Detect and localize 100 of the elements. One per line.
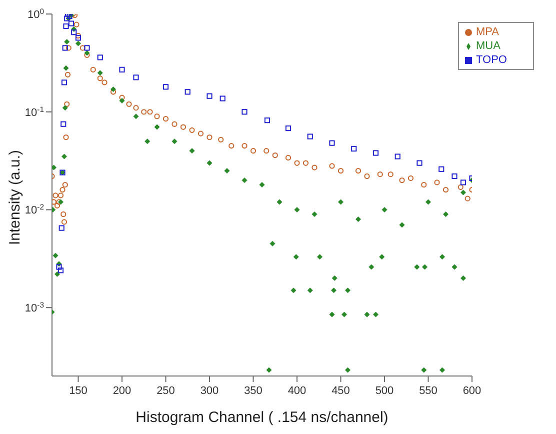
point <box>394 154 400 160</box>
point <box>220 96 226 102</box>
point <box>351 146 357 152</box>
point <box>133 105 139 111</box>
point <box>458 184 464 190</box>
point <box>294 160 300 166</box>
x-tick-label: 600 <box>462 385 482 397</box>
point <box>52 199 57 205</box>
point <box>126 101 132 107</box>
point <box>460 180 466 186</box>
point <box>90 66 96 72</box>
point <box>66 45 72 51</box>
point <box>307 134 313 140</box>
point <box>64 101 70 107</box>
point <box>372 150 379 156</box>
point <box>60 121 66 127</box>
x-tick-label: 300 <box>200 385 219 397</box>
point <box>184 89 190 95</box>
point <box>64 72 71 78</box>
point <box>75 35 82 41</box>
point <box>264 148 270 154</box>
point <box>60 211 66 218</box>
y-axis-title: Intensity (a.u.) <box>6 150 24 245</box>
point <box>97 54 103 60</box>
point <box>421 182 427 188</box>
point <box>312 164 318 170</box>
point <box>206 93 212 99</box>
point <box>264 118 270 124</box>
point <box>302 160 309 166</box>
point <box>63 23 69 30</box>
point <box>74 22 80 28</box>
point <box>61 80 68 86</box>
x-tick-label: 350 <box>244 385 262 397</box>
x-tick-label: 200 <box>112 385 132 397</box>
x-tick-label: 550 <box>419 385 438 397</box>
point <box>75 32 82 39</box>
y-tick-label: 10$^{-2}$ <box>24 202 44 217</box>
legend-label: MPA <box>476 26 500 38</box>
point <box>62 45 68 51</box>
point <box>338 168 344 174</box>
point <box>102 80 108 86</box>
point <box>218 136 224 142</box>
x-axis-title: Histogram Channel ( .154 ns/channel) <box>136 409 388 426</box>
point <box>377 172 383 178</box>
point <box>56 264 62 270</box>
point <box>141 109 147 115</box>
point <box>206 134 212 140</box>
point <box>61 219 68 225</box>
point <box>97 76 103 82</box>
point <box>416 160 422 166</box>
x-tick-label: 500 <box>375 385 394 397</box>
point <box>60 186 66 193</box>
legend-label: TOPO <box>476 54 507 66</box>
point <box>119 94 125 100</box>
point <box>408 175 414 181</box>
x-tick-label: 250 <box>156 385 175 397</box>
point <box>162 116 169 122</box>
point <box>272 152 278 158</box>
point <box>355 168 362 174</box>
point <box>52 192 58 198</box>
point <box>54 202 60 208</box>
point <box>84 45 90 51</box>
point <box>329 163 335 169</box>
point <box>180 124 186 130</box>
point <box>71 30 77 36</box>
point <box>58 225 64 231</box>
point <box>162 84 169 90</box>
point <box>364 173 370 180</box>
y-tick-label: 10$^{-1}$ <box>24 104 44 119</box>
point <box>189 127 195 133</box>
point <box>442 186 449 193</box>
point <box>80 45 86 51</box>
point <box>58 268 64 274</box>
point <box>285 154 292 161</box>
point <box>285 125 292 132</box>
x-tick-label: 150 <box>69 385 88 397</box>
point <box>198 130 204 136</box>
point <box>250 148 256 154</box>
point <box>133 74 139 80</box>
point <box>147 109 153 115</box>
x-tick-label: 400 <box>288 385 306 397</box>
point <box>329 140 335 146</box>
point <box>62 182 68 188</box>
legend-label: MUA <box>476 40 500 52</box>
x-tick-label: 450 <box>332 385 350 397</box>
point <box>172 121 178 127</box>
point <box>452 173 458 180</box>
point <box>228 143 234 149</box>
point <box>154 114 160 120</box>
point <box>68 20 74 26</box>
point <box>242 143 248 149</box>
point <box>58 192 64 198</box>
point <box>399 177 405 184</box>
point <box>434 180 440 186</box>
point <box>119 66 125 72</box>
point <box>464 196 470 202</box>
y-tick-label: 10$^{0}$ <box>27 6 44 21</box>
point <box>438 166 444 172</box>
point <box>242 109 248 115</box>
point <box>63 134 69 140</box>
